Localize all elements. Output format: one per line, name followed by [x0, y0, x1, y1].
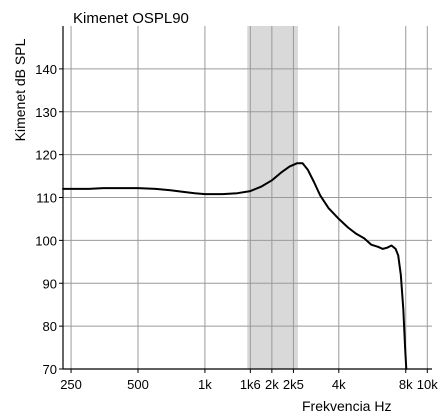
x-axis-label: Frekvencia Hz [302, 398, 392, 414]
x-tick-label: 500 [127, 377, 149, 392]
x-tick-label: 1k [198, 377, 212, 392]
y-tick-label: 90 [43, 276, 57, 291]
y-axis-label: Kimenet dB SPL [12, 38, 28, 142]
y-tick-label: 100 [35, 233, 57, 248]
x-tick-label: 250 [60, 377, 82, 392]
tick-labels-layer: 70 80 90 100 110 120 130 140 250 500 1k 1k6 2k 2k5 4k 8… [35, 62, 438, 392]
x-tick-label: 4k [332, 377, 346, 392]
x-tick-label: 2k5 [283, 377, 304, 392]
series-layer [62, 162, 408, 370]
axes-layer [59, 26, 432, 373]
grid-layer [63, 26, 432, 370]
y-tick-label: 70 [43, 362, 57, 377]
y-tick-label: 120 [35, 148, 57, 163]
x-tick-label: 2k [265, 377, 279, 392]
x-tick-label: 10k [417, 377, 438, 392]
x-tick-label: 1k6 [240, 377, 261, 392]
ospl90-curve [62, 162, 408, 370]
y-tick-label: 130 [35, 105, 57, 120]
chart-title: Kimenet OSPL90 [73, 10, 189, 27]
y-tick-label: 110 [36, 191, 57, 206]
x-tick-label: 8k [399, 377, 413, 392]
y-tick-label: 140 [35, 62, 57, 77]
y-tick-label: 80 [43, 319, 57, 334]
